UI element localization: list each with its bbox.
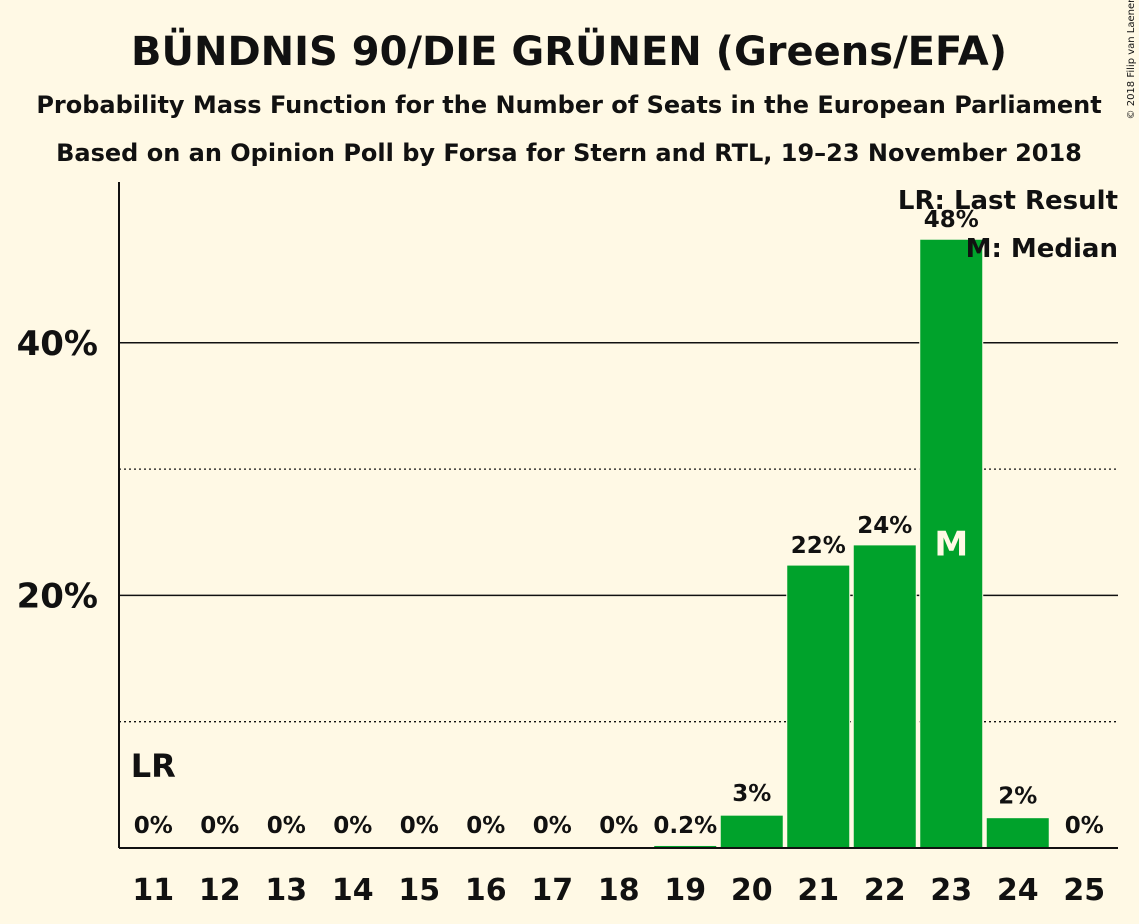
legend-last-result: LR: Last Result [898, 186, 1118, 216]
x-tick-label-18: 18 [598, 873, 640, 908]
x-tick-label-16: 16 [465, 873, 507, 908]
data-labels: 0% 11 0% 12 0% 13 0% 14 0% 15 0% 16 0% 17 0% 18 0.2% 19 3%… [131, 207, 1105, 908]
value-label-20: 3% [732, 781, 771, 807]
x-tick-label-15: 15 [398, 873, 440, 908]
value-label-15: 0% [400, 813, 439, 839]
x-tick-label-23: 23 [930, 873, 972, 908]
bar-21 [786, 564, 851, 849]
value-label-11: 0% [134, 813, 173, 839]
value-label-18: 0% [599, 813, 638, 839]
x-tick-label-19: 19 [664, 873, 706, 908]
x-tick-label-22: 22 [864, 873, 906, 908]
value-label-24: 2% [998, 784, 1037, 810]
median-marker: M [934, 525, 968, 565]
value-label-12: 0% [200, 813, 239, 839]
value-label-16: 0% [466, 813, 505, 839]
bar-22 [852, 544, 917, 849]
y-tick-label: 40% [17, 324, 98, 364]
value-label-25: 0% [1065, 813, 1104, 839]
x-tick-label-21: 21 [797, 873, 839, 908]
y-tick-label: 20% [17, 576, 98, 616]
x-tick-label-14: 14 [332, 873, 374, 908]
bar-24 [985, 817, 1050, 849]
axes [118, 182, 1118, 849]
x-tick-label-17: 17 [531, 873, 573, 908]
copyright-text: © 2018 Filip van Laenen [1126, 0, 1137, 119]
x-tick-label-11: 11 [132, 873, 174, 908]
x-tick-label-24: 24 [997, 873, 1039, 908]
chart-subtitle: Probability Mass Function for the Number… [36, 91, 1101, 119]
bar-23 [919, 238, 984, 849]
x-tick-label-13: 13 [265, 873, 307, 908]
value-label-17: 0% [533, 813, 572, 839]
x-tick-label-25: 25 [1063, 873, 1105, 908]
chart-title: BÜNDNIS 90/DIE GRÜNEN (Greens/EFA) [131, 27, 1007, 75]
value-label-19: 0.2% [653, 813, 717, 839]
chart-subtitle-2: Based on an Opinion Poll by Forsa for St… [56, 139, 1082, 167]
bar-20 [719, 814, 784, 849]
value-label-14: 0% [333, 813, 372, 839]
bars [653, 238, 1050, 849]
value-label-21: 22% [791, 533, 846, 559]
value-label-22: 24% [857, 513, 912, 539]
legend-median: M: Median [966, 234, 1118, 264]
last-result-marker: LR [131, 747, 176, 785]
x-tick-label-20: 20 [731, 873, 773, 908]
value-label-13: 0% [267, 813, 306, 839]
value-label-23: 48% [924, 207, 979, 233]
x-tick-label-12: 12 [199, 873, 241, 908]
